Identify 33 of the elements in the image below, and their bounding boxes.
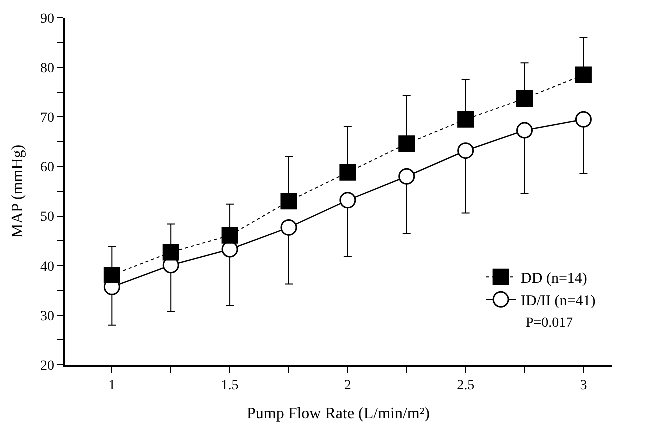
y-tick-label: 20 [40, 358, 54, 374]
point [280, 219, 298, 236]
point [458, 142, 474, 160]
x-tick-label: 2.5 [457, 378, 475, 394]
x-tick-label: 2 [344, 378, 352, 394]
legend-label: ID/II (n=41) [521, 294, 596, 310]
y-tick-label: 30 [40, 309, 54, 324]
point [516, 90, 534, 108]
point [162, 244, 180, 261]
point [516, 122, 534, 139]
point [222, 227, 238, 244]
point [398, 168, 416, 185]
x-tick-label: 3 [580, 378, 588, 394]
x-tick-label: 1 [108, 378, 116, 394]
point [104, 267, 120, 284]
annotation: P=0.017 [526, 316, 574, 331]
y-axis-title: MAP (mmHg) [10, 144, 26, 238]
point [280, 193, 298, 210]
point [340, 192, 356, 209]
y-tick-label: 80 [40, 61, 54, 76]
y-tick-label: 40 [40, 260, 54, 275]
x-tick-label: 1.5 [221, 378, 239, 394]
y-tick-label: 50 [40, 210, 54, 226]
legend-label: DD (n=14) [521, 271, 588, 287]
point [575, 66, 592, 84]
y-tick-label: 70 [40, 111, 54, 126]
point [575, 111, 592, 128]
y-tick-label: 60 [40, 160, 54, 176]
point [340, 164, 356, 181]
point [458, 111, 474, 128]
x-axis-title: Pump Flow Rate (L/min/m²) [246, 406, 430, 423]
y-tick-label: 90 [40, 12, 54, 27]
point [398, 136, 416, 152]
